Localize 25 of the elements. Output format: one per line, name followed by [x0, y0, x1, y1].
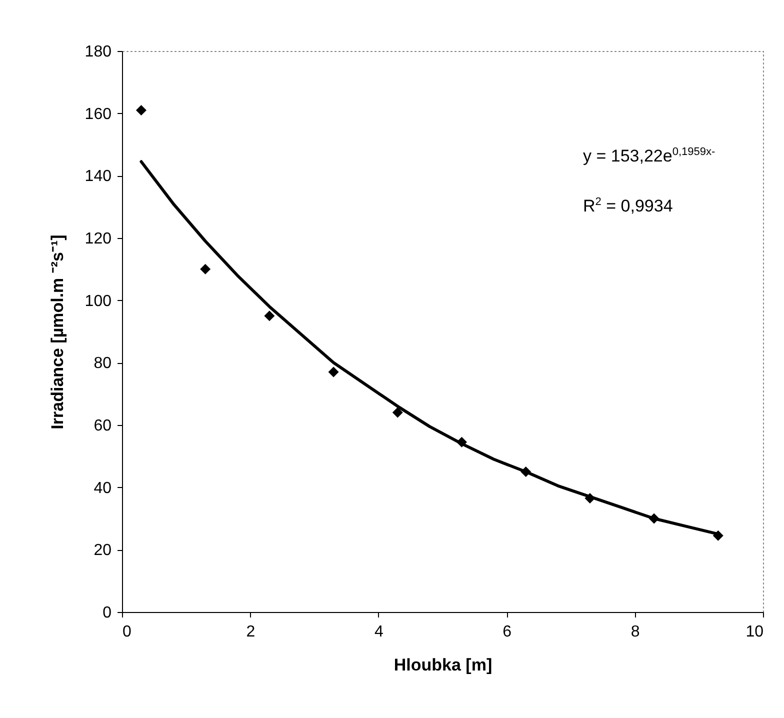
annotation: y = 153,22e$^{0,1959x-}$	[583, 146, 716, 167]
y-tick-label: 140	[84, 168, 112, 186]
x-tick-label: 8	[630, 624, 640, 640]
y-tick-label: 0	[102, 604, 112, 622]
y-tick-label: 20	[94, 542, 112, 560]
y-tick-label: 40	[94, 480, 112, 497]
point	[392, 407, 403, 418]
point	[328, 366, 339, 378]
x-tick-label: 4	[374, 624, 384, 640]
point	[136, 104, 146, 116]
point	[200, 264, 211, 274]
y-tick-label: 120	[84, 230, 112, 248]
x-tick-label: 6	[502, 624, 512, 640]
y-axis-title: Irradiance [µmol.m ⁻²s⁻¹]	[48, 234, 67, 430]
point	[264, 310, 275, 322]
annotation: R$^{2}$ = 0,9934	[583, 196, 673, 217]
x-tick-label: 0	[122, 624, 132, 640]
x-axis-title: Hloubka [m]	[394, 656, 492, 674]
x-tick-label: 10	[746, 624, 764, 640]
y-tick-label: 100	[84, 292, 112, 310]
y-tick-label: 160	[84, 106, 112, 123]
y-tick-label: 80	[94, 355, 112, 372]
x-tick-label: 2	[246, 624, 256, 640]
y-tick-label: 180	[84, 44, 112, 60]
y-tick-label: 60	[94, 418, 112, 434]
